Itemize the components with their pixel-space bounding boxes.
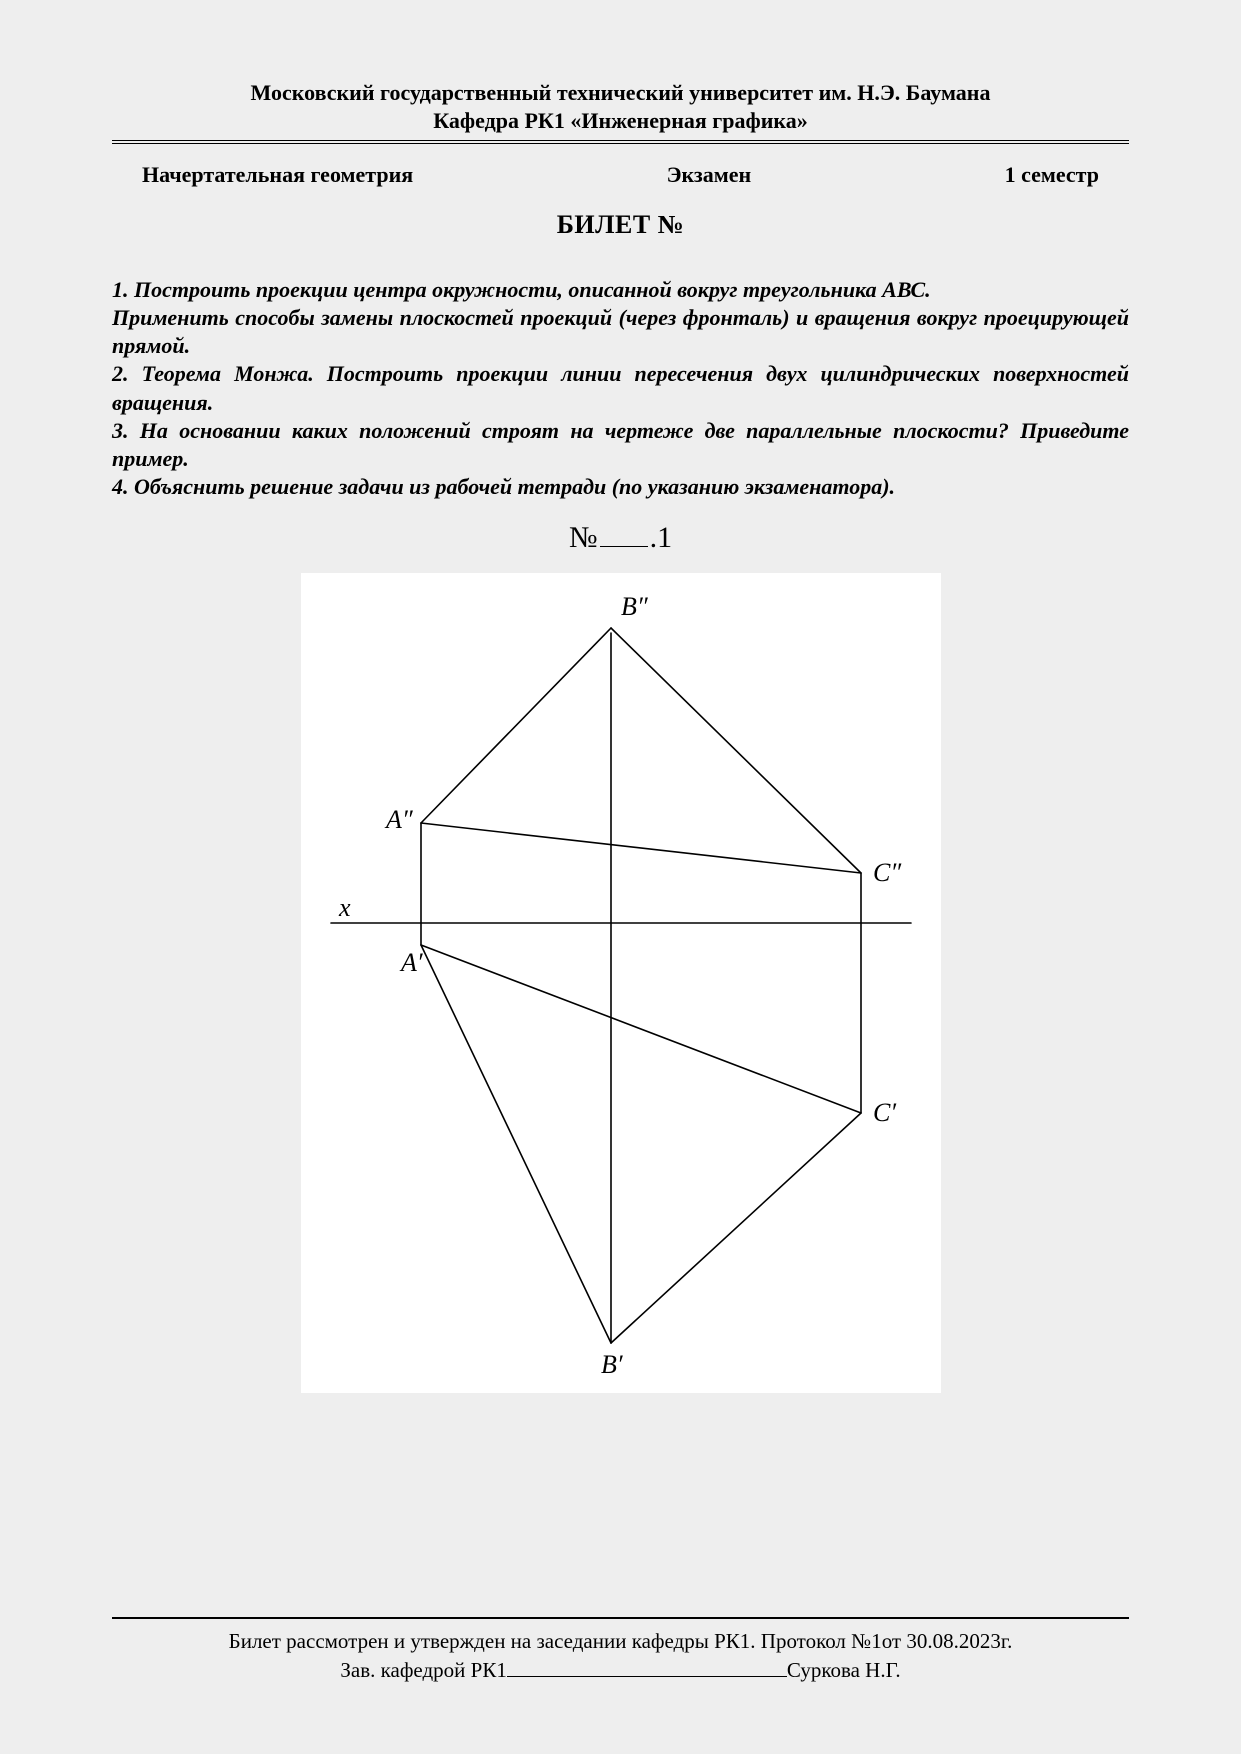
- svg-text:B′: B′: [601, 1350, 623, 1379]
- footer-line-2: Зав. кафедрой РК1 Суркова Н.Г.: [112, 1656, 1129, 1684]
- footer-text: Билет рассмотрен и утвержден на заседани…: [112, 1627, 1129, 1684]
- exam-kind-label: Экзамен: [667, 162, 752, 188]
- footer-line-2-suffix: Суркова Н.Г.: [787, 1658, 901, 1682]
- svg-text:C′: C′: [873, 1098, 896, 1127]
- variant-prefix: №: [569, 521, 598, 554]
- variant-number: № .1: [112, 521, 1129, 555]
- exam-ticket-page: Московский государственный технический у…: [0, 0, 1241, 1754]
- content-area: Московский государственный технический у…: [112, 80, 1129, 1393]
- svg-text:A′: A′: [399, 948, 423, 977]
- variant-blank: [600, 546, 648, 547]
- svg-text:B″: B″: [621, 592, 649, 621]
- ticket-title: БИЛЕТ №: [112, 210, 1129, 240]
- svg-text:C″: C″: [873, 858, 902, 887]
- footer: Билет рассмотрен и утвержден на заседани…: [112, 1617, 1129, 1684]
- footer-line-2-prefix: Зав. кафедрой РК1: [340, 1658, 506, 1682]
- task-3: 3. На основании каких положений строят н…: [112, 417, 1129, 473]
- diagram-box: x A″ B″ C″ A′ B′ C′: [301, 573, 941, 1393]
- header-rule: [112, 140, 1129, 144]
- variant-suffix: .1: [650, 521, 673, 554]
- svg-text:A″: A″: [384, 805, 414, 834]
- footer-rule: [112, 1617, 1129, 1619]
- meta-row: Начертательная геометрия Экзамен 1 семес…: [112, 162, 1129, 188]
- footer-line-1: Билет рассмотрен и утвержден на заседани…: [112, 1627, 1129, 1655]
- task-list: 1. Построить проекции центра окружности,…: [112, 276, 1129, 501]
- task-1-line-b: Применить способы замены плоскостей прое…: [112, 304, 1129, 360]
- task-4: 4. Объяснить решение задачи из рабочей т…: [112, 473, 1129, 501]
- task-2: 2. Теорема Монжа. Построить проекции лин…: [112, 360, 1129, 416]
- subject-label: Начертательная геометрия: [142, 162, 413, 188]
- diagram-container: x A″ B″ C″ A′ B′ C′: [112, 573, 1129, 1393]
- signature-line: [507, 1676, 787, 1677]
- university-name: Московский государственный технический у…: [112, 80, 1129, 106]
- semester-label: 1 семестр: [1005, 162, 1099, 188]
- department-name: Кафедра РК1 «Инженерная графика»: [112, 108, 1129, 134]
- svg-text:x: x: [338, 893, 351, 922]
- projection-diagram: x A″ B″ C″ A′ B′ C′: [301, 573, 941, 1393]
- task-1-line-a: 1. Построить проекции центра окружности,…: [112, 276, 1129, 304]
